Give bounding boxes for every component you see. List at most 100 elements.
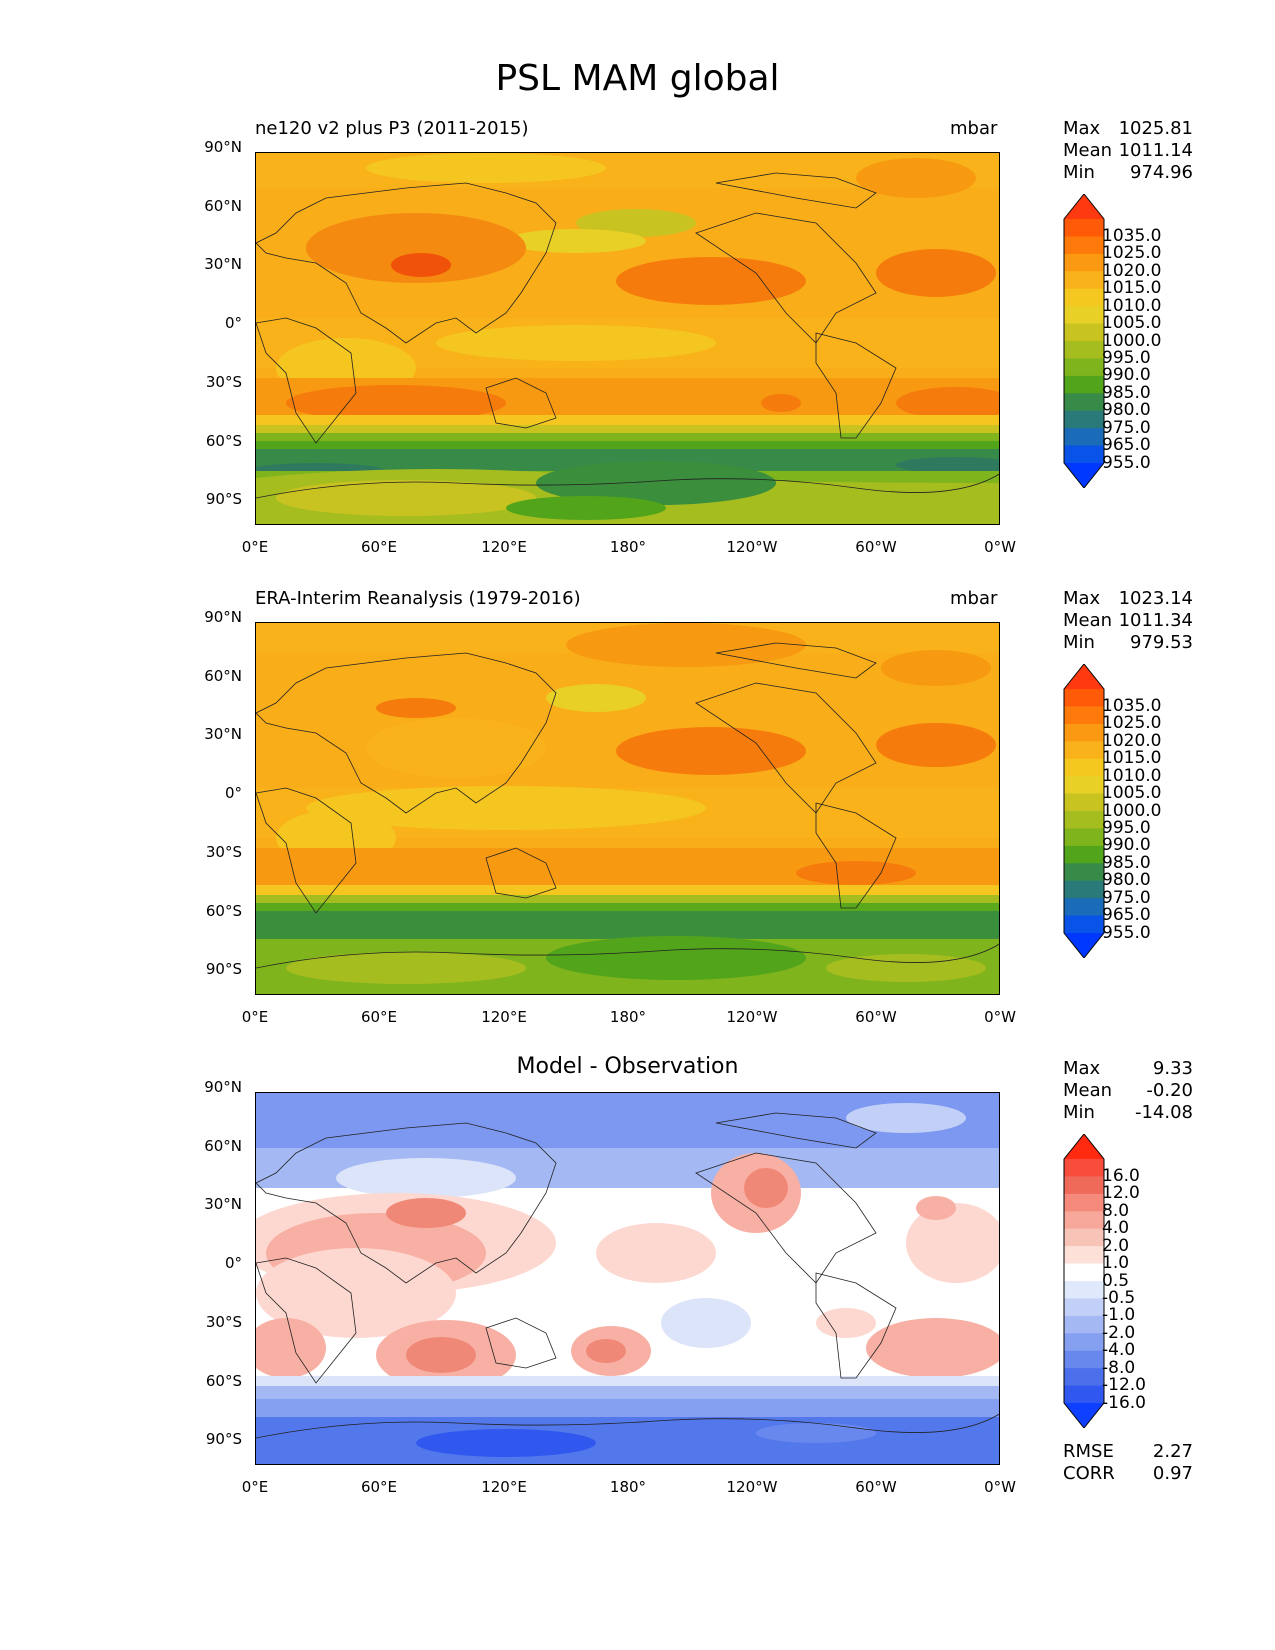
colorbar-bin xyxy=(1064,1193,1104,1212)
stat-label: Mean xyxy=(1063,610,1113,631)
y-tick-label: 30°S xyxy=(205,843,242,861)
colorbar-bin xyxy=(1064,811,1104,829)
colorbar-bin xyxy=(1064,828,1104,847)
colorbar-tick-label: 1015.0 xyxy=(1102,278,1162,299)
colorbar-outline xyxy=(1063,664,1105,958)
colorbar-tick-label: 1.0 xyxy=(1102,1253,1130,1274)
colorbar-bin xyxy=(1064,706,1104,725)
x-tick-label: 60°E xyxy=(360,1478,398,1496)
colorbar xyxy=(1063,194,1105,488)
panel-title: Model - Observation xyxy=(516,1054,739,1079)
colorbar-tick-label: 12.0 xyxy=(1102,1183,1140,1204)
y-tick-label: 30°S xyxy=(205,373,242,391)
colorbar-tick-label: -2.0 xyxy=(1102,1322,1136,1343)
stat-label: Max xyxy=(1063,1058,1101,1079)
stat-value: 1011.34 xyxy=(1118,610,1193,631)
y-tick-label: 0° xyxy=(224,314,242,332)
colorbar-tick-label: 980.0 xyxy=(1102,400,1151,421)
map-diff xyxy=(255,1092,1000,1465)
stat-label: CORR xyxy=(1063,1463,1115,1484)
colorbar-extend-bottom xyxy=(1064,463,1104,488)
error-stats-box: RMSE 2.27 CORR 0.97 xyxy=(1063,1441,1193,1485)
x-tick-label: 180° xyxy=(609,538,647,556)
colorbar-outline xyxy=(1063,194,1105,488)
colorbar-tick-label: 955.0 xyxy=(1102,922,1151,943)
y-tick-label: 60°N xyxy=(204,197,242,215)
colorbar-bin xyxy=(1064,880,1104,899)
colorbar-extend-top xyxy=(1064,194,1104,219)
colorbar-tick-label: 995.0 xyxy=(1102,347,1151,368)
colorbar-tick-label: 1010.0 xyxy=(1102,295,1162,316)
x-tick-label: 180° xyxy=(609,1478,647,1496)
x-tick-label: 60°W xyxy=(855,538,897,556)
colorbar-extend-top xyxy=(1064,1134,1104,1159)
colorbar-tick-label: 1020.0 xyxy=(1102,260,1162,281)
colorbar-bin xyxy=(1064,410,1104,429)
colorbar-bin xyxy=(1064,1263,1104,1282)
x-tick-label: 180° xyxy=(609,1008,647,1026)
stat-label: Mean xyxy=(1063,1080,1113,1101)
stat-value: 974.96 xyxy=(1130,162,1193,183)
y-tick-label: 30°N xyxy=(204,725,242,743)
colorbar-bin xyxy=(1064,1176,1104,1195)
panel-units: mbar xyxy=(950,118,998,139)
colorbar-bin xyxy=(1064,253,1104,272)
colorbar-tick-label: -4.0 xyxy=(1102,1340,1136,1361)
x-tick-label: 120°W xyxy=(726,1478,778,1496)
colorbar-bin xyxy=(1064,758,1104,777)
y-tick-label: 90°N xyxy=(204,1078,242,1096)
colorbar-bin xyxy=(1064,1228,1104,1247)
stat-value: 1011.14 xyxy=(1118,140,1193,161)
colorbar-bin xyxy=(1064,1298,1104,1317)
y-tick-label: 90°N xyxy=(204,608,242,626)
x-tick-label: 60°E xyxy=(360,1008,398,1026)
colorbar-bin xyxy=(1064,271,1104,290)
panel-units: mbar xyxy=(950,588,998,609)
colorbar-tick-label: 990.0 xyxy=(1102,835,1151,856)
panel-model: ne120 v2 plus P3 (2011-2015) mbar xyxy=(0,118,1275,558)
colorbar-bin xyxy=(1064,341,1104,359)
y-tick-label: 60°S xyxy=(205,1372,242,1390)
colorbar-tick-label: 1005.0 xyxy=(1102,313,1162,334)
colorbar-tick-label: 8.0 xyxy=(1102,1200,1130,1221)
colorbar-outline xyxy=(1063,1134,1105,1428)
colorbar-bin xyxy=(1064,723,1104,742)
colorbar-bin xyxy=(1064,1246,1104,1265)
y-tick-label: 0° xyxy=(224,784,242,802)
x-tick-label: 0°E xyxy=(241,1008,269,1026)
y-tick-label: 30°N xyxy=(204,255,242,273)
colorbar-extend-bottom xyxy=(1064,1403,1104,1428)
stat-value: 1023.14 xyxy=(1118,588,1193,609)
x-tick-label: 120°E xyxy=(481,538,527,556)
colorbar-bin xyxy=(1064,219,1104,237)
stat-value: 9.33 xyxy=(1152,1058,1193,1079)
y-tick-label: 0° xyxy=(224,1254,242,1272)
colorbar-bin xyxy=(1064,393,1104,412)
colorbar-tick-label: 1000.0 xyxy=(1102,800,1162,821)
colorbar-tick-label: -12.0 xyxy=(1102,1375,1146,1396)
colorbar-tick-label: -8.0 xyxy=(1102,1357,1136,1378)
panel-title: ERA-Interim Reanalysis (1979-2016) xyxy=(255,588,581,609)
colorbar-tick-label: 965.0 xyxy=(1102,435,1151,456)
colorbar-bin xyxy=(1064,845,1104,864)
colorbar-tick-label: -1.0 xyxy=(1102,1305,1136,1326)
map-obs-field xyxy=(256,623,999,994)
x-tick-label: 0°E xyxy=(241,1478,269,1496)
x-tick-label: 120°W xyxy=(726,538,778,556)
map-model-field xyxy=(256,153,999,524)
colorbar-tick-label: 4.0 xyxy=(1102,1218,1130,1239)
colorbar-bin xyxy=(1064,898,1104,917)
x-tick-label: 60°W xyxy=(855,1008,897,1026)
y-tick-label: 90°S xyxy=(205,960,242,978)
y-tick-label: 90°S xyxy=(205,1430,242,1448)
colorbar-tick-label: 1020.0 xyxy=(1102,730,1162,751)
colorbar-tick-label: 975.0 xyxy=(1102,417,1151,438)
colorbar-bin xyxy=(1064,358,1104,377)
colorbar-tick-label: 2.0 xyxy=(1102,1235,1130,1256)
y-tick-label: 30°N xyxy=(204,1195,242,1213)
map-model xyxy=(255,152,1000,525)
stat-value: -0.20 xyxy=(1146,1080,1193,1101)
stat-label: Min xyxy=(1063,162,1095,183)
stat-value: 2.27 xyxy=(1152,1441,1193,1462)
y-tick-label: 60°S xyxy=(205,902,242,920)
